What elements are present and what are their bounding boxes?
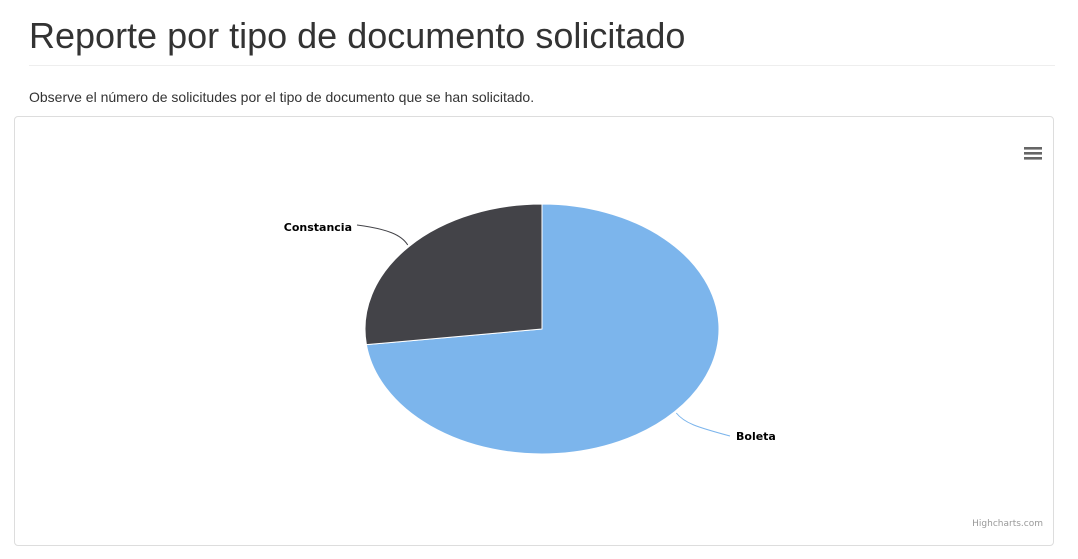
slice-label-constancia: Constancia (284, 221, 352, 234)
label-connectors (356, 224, 731, 437)
slice-labels: Boleta Constancia (284, 221, 776, 443)
chart-panel: Boleta Constancia Highcharts.com (14, 116, 1054, 546)
pie-chart: Boleta Constancia (284, 203, 776, 455)
pie-slice-constancia[interactable] (364, 203, 543, 346)
label-connector-constancia (356, 224, 409, 246)
pie-slices (364, 203, 720, 455)
hamburger-menu-icon (1024, 147, 1042, 160)
chart-credits-link[interactable]: Highcharts.com (972, 519, 1043, 529)
page-header: Reporte por tipo de documento solicitado (29, 0, 1055, 66)
pie-slice-boleta[interactable] (365, 203, 720, 455)
page-description: Observe el número de solicitudes por el … (29, 89, 535, 105)
label-connector-boleta (675, 412, 731, 437)
page-title: Reporte por tipo de documento solicitado (29, 15, 686, 56)
slice-label-boleta: Boleta (736, 430, 776, 443)
chart-context-menu-button[interactable] (1021, 141, 1045, 165)
